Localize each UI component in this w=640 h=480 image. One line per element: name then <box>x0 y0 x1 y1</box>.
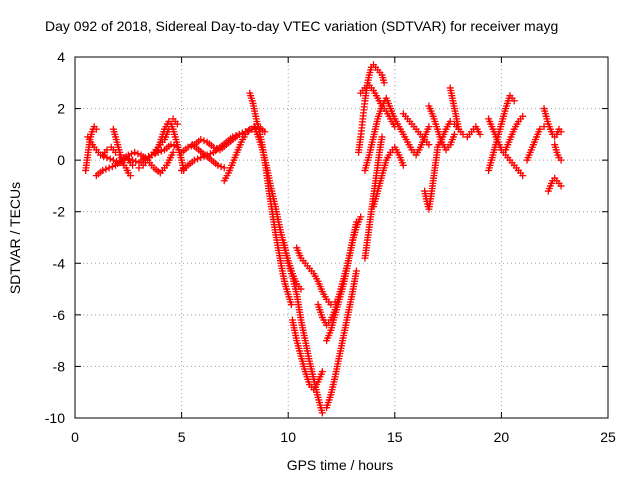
data-point <box>214 161 222 169</box>
data-points <box>82 61 565 417</box>
data-point <box>352 267 360 275</box>
data-point <box>190 156 198 164</box>
data-point <box>510 97 518 105</box>
data-point <box>108 163 116 171</box>
x-tick-label: 5 <box>178 429 186 445</box>
x-tick-label: 0 <box>71 429 79 445</box>
data-point <box>103 146 111 154</box>
data-point <box>173 120 181 128</box>
x-tick-label: 15 <box>387 429 403 445</box>
x-axis-title: GPS time / hours <box>287 457 394 473</box>
data-point <box>105 164 113 172</box>
y-axis-title: SDTVAR / TECUs <box>7 182 23 294</box>
data-point <box>200 137 208 145</box>
data-point <box>425 141 433 149</box>
data-point <box>151 150 159 158</box>
data-point <box>235 130 243 138</box>
data-point <box>169 148 177 156</box>
data-point <box>167 141 175 149</box>
data-point <box>361 84 369 92</box>
y-tick-label: -6 <box>53 307 66 323</box>
y-tick-label: -10 <box>45 410 65 426</box>
data-point <box>476 130 484 138</box>
data-point <box>170 142 178 150</box>
data-point <box>399 161 407 169</box>
data-point <box>129 161 137 169</box>
data-point <box>206 150 214 158</box>
y-tick-label: -2 <box>53 204 66 220</box>
data-point <box>232 132 240 140</box>
data-point <box>357 213 365 221</box>
y-tick-label: 2 <box>57 101 65 117</box>
data-point <box>194 155 202 163</box>
data-point <box>459 130 467 138</box>
data-point <box>197 154 205 162</box>
data-point <box>557 182 565 190</box>
data-point <box>238 129 246 137</box>
data-point <box>99 166 107 174</box>
data-point <box>100 152 108 160</box>
data-point <box>425 123 433 131</box>
data-point <box>557 156 565 164</box>
y-tick-label: -8 <box>53 358 66 374</box>
data-point <box>103 154 111 162</box>
data-point <box>106 155 114 163</box>
data-point <box>380 79 388 87</box>
data-point <box>197 136 205 144</box>
y-tick-label: -4 <box>53 255 66 271</box>
x-tick-label: 10 <box>280 429 296 445</box>
data-point <box>131 148 139 156</box>
data-point <box>220 164 228 172</box>
data-point <box>519 172 527 180</box>
data-point <box>126 172 134 180</box>
x-tick-label: 25 <box>600 429 616 445</box>
plot-frame <box>74 56 609 419</box>
data-point <box>109 156 117 164</box>
data-point <box>519 112 527 120</box>
data-point <box>245 126 253 134</box>
data-point <box>378 133 386 141</box>
chart-title: Day 092 of 2018, Sidereal Day-to-day VTE… <box>45 18 558 34</box>
data-point <box>318 368 326 376</box>
y-tick-label: 0 <box>57 152 65 168</box>
data-point <box>450 130 458 138</box>
data-point <box>318 409 326 417</box>
data-point <box>287 301 295 309</box>
data-point <box>157 147 165 155</box>
x-tick-label: 20 <box>494 429 510 445</box>
data-point <box>92 125 100 133</box>
data-point <box>134 150 142 158</box>
data-point <box>557 128 565 136</box>
tick-labels: 0 5 10 15 20 25 -10 -8 -6 -4 -2 0 2 4 <box>45 49 616 445</box>
data-point <box>455 125 463 133</box>
data-point <box>127 150 135 158</box>
data-point <box>536 125 544 133</box>
data-point <box>446 117 454 125</box>
tick-marks <box>74 56 609 419</box>
data-point <box>102 165 110 173</box>
data-point <box>184 143 192 151</box>
data-point <box>135 164 143 172</box>
y-tick-label: 4 <box>57 49 65 65</box>
data-point <box>229 133 237 141</box>
data-point <box>217 163 225 171</box>
